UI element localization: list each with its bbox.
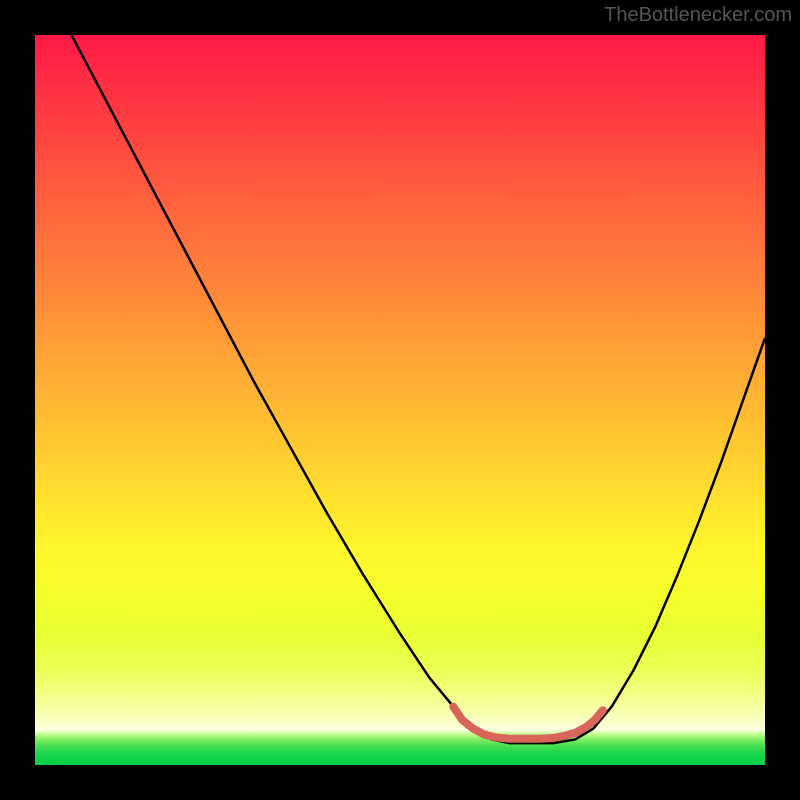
plot-area (35, 35, 765, 765)
watermark-text: TheBottlenecker.com (604, 4, 792, 27)
gradient-background (35, 35, 765, 765)
plot-svg (35, 35, 765, 765)
